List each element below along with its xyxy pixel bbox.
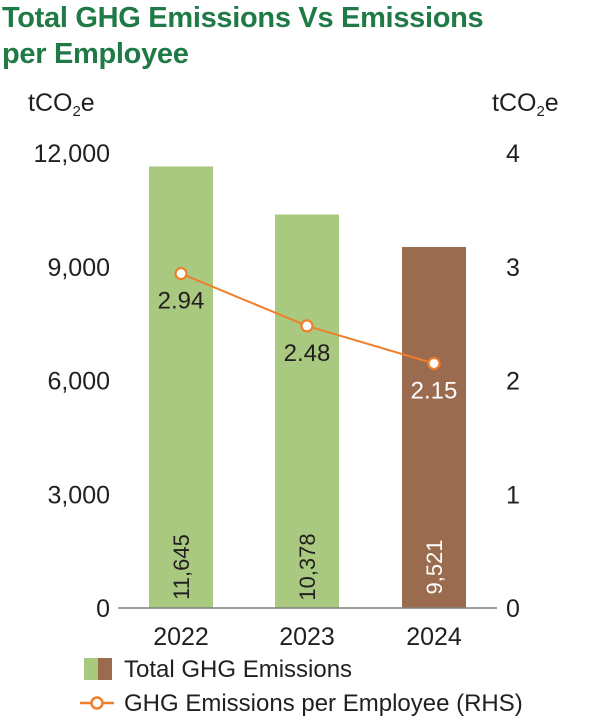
line-value-label: 2.48: [284, 340, 331, 367]
bar-2023: [275, 214, 339, 608]
y-left-tick-label: 12,000: [34, 140, 110, 168]
right-unit-sub: 2: [536, 103, 545, 120]
line-value-label: 2.94: [158, 288, 205, 315]
y-right-tick-label: 0: [506, 595, 520, 623]
bar-value-label: 10,378: [295, 533, 320, 600]
right-unit-base: tCO: [492, 89, 537, 117]
line-value-label: 2.15: [411, 377, 458, 404]
right-unit-suffix: e: [544, 89, 559, 117]
legend-line-label: GHG Emissions per Employee (RHS): [124, 690, 523, 717]
bar-2024: [402, 246, 466, 608]
y-left-tick-label: 6,000: [47, 368, 110, 396]
y-left-tick-label: 9,000: [47, 254, 110, 282]
chart-title-line1: Total GHG Emissions Vs Emissions: [2, 2, 484, 34]
chart-plot: 0 3,000 6,000 9,000 12,000 0 1 2 3 4 11,645 10,378 9…: [34, 140, 520, 650]
left-unit-sub: 2: [72, 103, 81, 120]
legend-bar-label: Total GHG Emissions: [124, 656, 353, 683]
chart-title-line2: per Employee: [2, 38, 189, 70]
left-unit-suffix: e: [80, 89, 95, 117]
y-left-tick-label: 0: [96, 595, 110, 623]
y-right-tick-label: 4: [506, 140, 520, 168]
y-right-tick-label: 2: [506, 368, 520, 396]
x-tick-label: 2024: [406, 623, 462, 650]
line-point-2024: [427, 356, 441, 371]
y-left-tick-label: 3,000: [47, 481, 110, 509]
line-point-2022: [174, 266, 188, 281]
legend-line-swatch: [80, 696, 114, 710]
y-right-tick-label: 3: [506, 254, 520, 282]
bar-2022: [149, 166, 213, 608]
bar-value-label: 9,521: [422, 539, 447, 594]
x-tick-label: 2023: [279, 623, 335, 650]
left-axis-unit: tCO2e: [28, 88, 95, 127]
legend-bar-swatch: [84, 658, 112, 680]
x-tick-label: 2022: [153, 623, 209, 650]
left-unit-base: tCO: [28, 89, 73, 117]
chart-title: Total GHG Emissions Vs Emissions per Emp…: [2, 0, 592, 72]
y-right-tick-label: 1: [506, 481, 520, 509]
line-point-2023: [300, 319, 314, 333]
right-axis-unit: tCO2e: [492, 88, 559, 127]
bar-value-label: 11,645: [169, 534, 194, 600]
